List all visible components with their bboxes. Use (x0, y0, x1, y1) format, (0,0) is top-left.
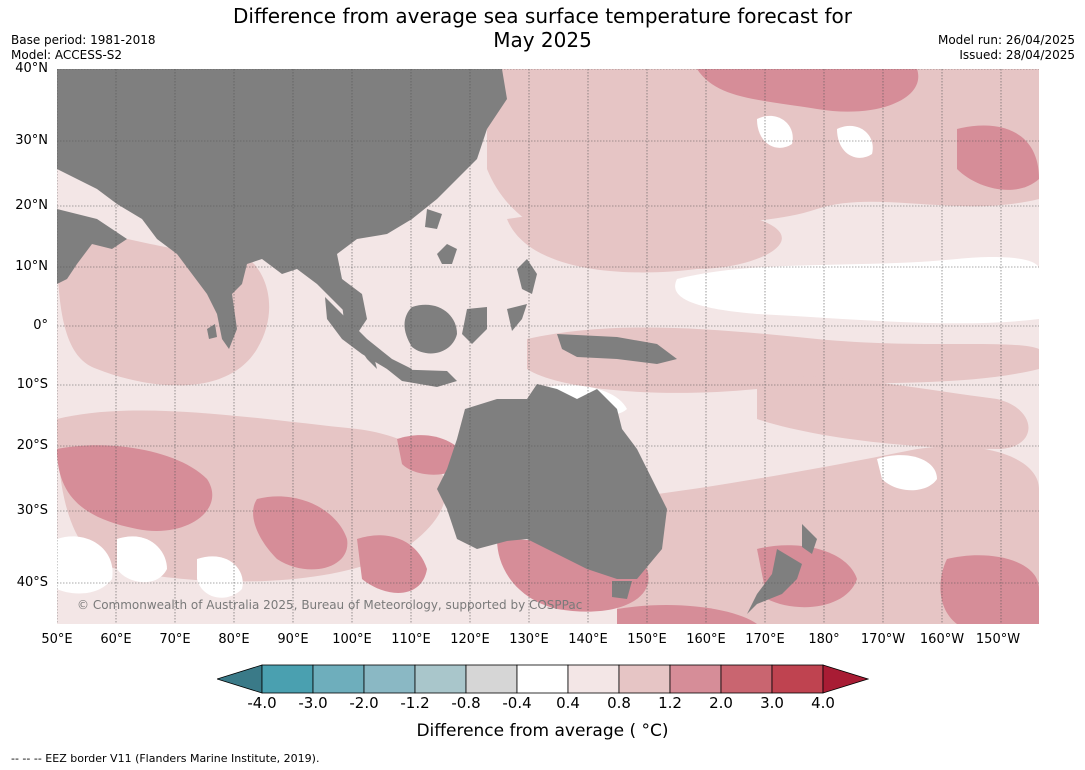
land-masses (57, 69, 817, 614)
colorbar-tick: -4.0 (247, 694, 277, 712)
lat-label: 30°S (16, 503, 48, 518)
model-run: Model run: 26/04/2025 (937, 33, 1075, 47)
colorbar-cell (312, 664, 365, 694)
lon-label: 80°E (218, 632, 250, 647)
colorbar-cell (618, 664, 671, 694)
colorbar-tick: 3.0 (760, 694, 784, 712)
model-name: Model: ACCESS-S2 (11, 48, 123, 62)
colorbar-tick: 2.0 (709, 694, 733, 712)
lon-label: 150°W (975, 632, 1021, 647)
meta-right: Model run: 26/04/2025 Issued: 28/04/2025 (938, 33, 1075, 63)
lat-label: 20°N (15, 198, 48, 213)
lon-label: 170°E (745, 632, 785, 647)
colorbar-title: Difference from average ( °C) (416, 721, 669, 741)
colorbar-cell (465, 664, 518, 694)
anomaly-1.2-2.0-regions (57, 69, 1039, 624)
colorbar-tick: -1.2 (400, 694, 430, 712)
lon-label: 180° (808, 632, 840, 647)
lon-label: 110°E (391, 632, 431, 647)
lon-label: 130°E (509, 632, 549, 647)
lon-label: 160°W (919, 632, 965, 647)
colorbar-tick: -3.0 (298, 694, 328, 712)
title-line-1: Difference from average sea surface temp… (232, 4, 852, 28)
graticule (57, 69, 1039, 624)
lon-label: 150°E (627, 632, 667, 647)
colorbar-cell (414, 664, 467, 694)
lat-label: 30°N (15, 133, 48, 148)
colorbar-tick: 1.2 (658, 694, 682, 712)
sst-anomaly-map (57, 69, 1039, 624)
lon-label: 160°E (686, 632, 726, 647)
colorbar-tick: 4.0 (811, 694, 835, 712)
lat-label: 0° (33, 318, 48, 333)
colorbar (217, 664, 869, 694)
map-title: Difference from average sea surface temp… (0, 4, 1085, 52)
eez-footnote: -- -- -- EEZ border V11 (Flanders Marine… (11, 752, 320, 765)
base-period: Base period: 1981-2018 (11, 33, 156, 47)
colorbar-cell (363, 664, 416, 694)
colorbar-tick: -0.8 (451, 694, 481, 712)
anomaly-neutral-regions (57, 115, 1039, 598)
lon-label: 50°E (41, 632, 73, 647)
colorbar-cells (217, 664, 869, 694)
lon-label: 70°E (159, 632, 191, 647)
colorbar-cell (669, 664, 722, 694)
colorbar-tick: -0.4 (502, 694, 532, 712)
colorbar-max-arrow (822, 664, 869, 694)
lon-label: 100°E (332, 632, 372, 647)
lat-label: 40°N (15, 61, 48, 76)
lat-label: 10°N (15, 259, 48, 274)
copyright-notice: © Commonwealth of Australia 2025, Bureau… (77, 598, 583, 612)
meta-left: Base period: 1981-2018 Model: ACCESS-S2 (11, 33, 156, 63)
lon-label: 120°E (450, 632, 490, 647)
colorbar-cell (720, 664, 773, 694)
colorbar-cell (516, 664, 569, 694)
colorbar-tick: 0.4 (556, 694, 580, 712)
lat-label: 40°S (16, 575, 48, 590)
colorbar-min-arrow (217, 664, 263, 694)
lat-label: 10°S (16, 377, 48, 392)
issued-date: Issued: 28/04/2025 (959, 48, 1075, 62)
lat-label: 20°S (16, 438, 48, 453)
colorbar-tick: 0.8 (607, 694, 631, 712)
colorbar-tick: -2.0 (349, 694, 379, 712)
colorbar-cell (771, 664, 824, 694)
lon-label: 60°E (100, 632, 132, 647)
lon-label: 170°W (860, 632, 906, 647)
title-line-2: May 2025 (493, 28, 592, 52)
colorbar-cell (261, 664, 314, 694)
colorbar-cell (567, 664, 620, 694)
lon-label: 140°E (568, 632, 608, 647)
lon-label: 90°E (277, 632, 309, 647)
